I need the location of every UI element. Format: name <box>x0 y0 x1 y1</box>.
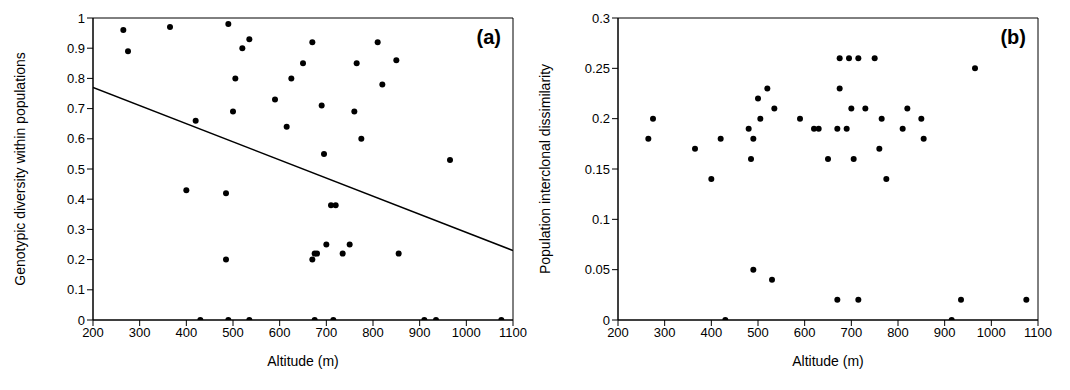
svg-text:600: 600 <box>269 325 291 340</box>
svg-text:0: 0 <box>78 313 85 328</box>
svg-text:800: 800 <box>362 325 384 340</box>
svg-text:0.1: 0.1 <box>592 212 610 227</box>
svg-text:0.05: 0.05 <box>585 262 610 277</box>
svg-text:0.6: 0.6 <box>67 131 85 146</box>
svg-text:0.2: 0.2 <box>67 252 85 267</box>
svg-text:0.8: 0.8 <box>67 71 85 86</box>
svg-text:0.7: 0.7 <box>67 101 85 116</box>
svg-text:Altitude (m): Altitude (m) <box>267 353 339 369</box>
svg-text:400: 400 <box>700 325 722 340</box>
svg-text:900: 900 <box>934 325 956 340</box>
svg-text:700: 700 <box>315 325 337 340</box>
svg-text:600: 600 <box>794 325 816 340</box>
svg-text:300: 300 <box>129 325 151 340</box>
svg-text:0.2: 0.2 <box>592 111 610 126</box>
html-text:(a): (a) <box>476 26 501 48</box>
svg-text:0.3: 0.3 <box>592 11 610 26</box>
svg-text:900: 900 <box>409 325 431 340</box>
svg-text:1100: 1100 <box>499 325 527 340</box>
svg-text:0.5: 0.5 <box>67 162 85 177</box>
svg-text:500: 500 <box>747 325 769 340</box>
svg-text:1000: 1000 <box>452 325 481 340</box>
svg-text:700: 700 <box>840 325 862 340</box>
svg-text:800: 800 <box>887 325 909 340</box>
svg-text:300: 300 <box>654 325 676 340</box>
svg-text:1000: 1000 <box>977 325 1006 340</box>
svg-text:0.4: 0.4 <box>67 192 85 207</box>
svg-text:200: 200 <box>82 325 104 340</box>
svg-text:0.1: 0.1 <box>67 282 85 297</box>
svg-text:1100: 1100 <box>1024 325 1052 340</box>
svg-text:0.15: 0.15 <box>585 162 610 177</box>
svg-text:500: 500 <box>222 325 244 340</box>
svg-text:400: 400 <box>175 325 197 340</box>
svg-text:0.3: 0.3 <box>67 222 85 237</box>
svg-text:1: 1 <box>78 11 85 26</box>
svg-text:0.9: 0.9 <box>67 41 85 56</box>
svg-text:Population interclonal dissimi: Population interclonal dissimilarity <box>537 64 553 274</box>
svg-text:0.25: 0.25 <box>585 61 610 76</box>
svg-text:0: 0 <box>603 313 610 328</box>
svg-text:Altitude (m): Altitude (m) <box>792 353 864 369</box>
html-text:(b): (b) <box>1000 26 1026 48</box>
svg-text:200: 200 <box>607 325 629 340</box>
svg-text:Genotypic diversity within pop: Genotypic diversity within populations <box>12 52 28 285</box>
